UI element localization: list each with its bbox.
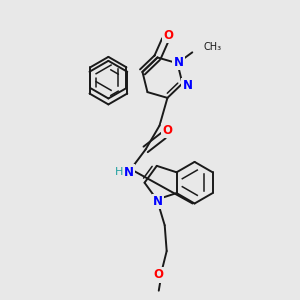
Text: N: N xyxy=(182,79,192,92)
Text: O: O xyxy=(154,268,164,281)
Text: H: H xyxy=(115,167,123,177)
Text: N: N xyxy=(124,166,134,179)
Text: CH₃: CH₃ xyxy=(203,42,221,52)
Text: N: N xyxy=(153,195,163,208)
Text: N: N xyxy=(173,56,183,69)
Text: O: O xyxy=(162,124,172,137)
Text: O: O xyxy=(163,29,173,42)
